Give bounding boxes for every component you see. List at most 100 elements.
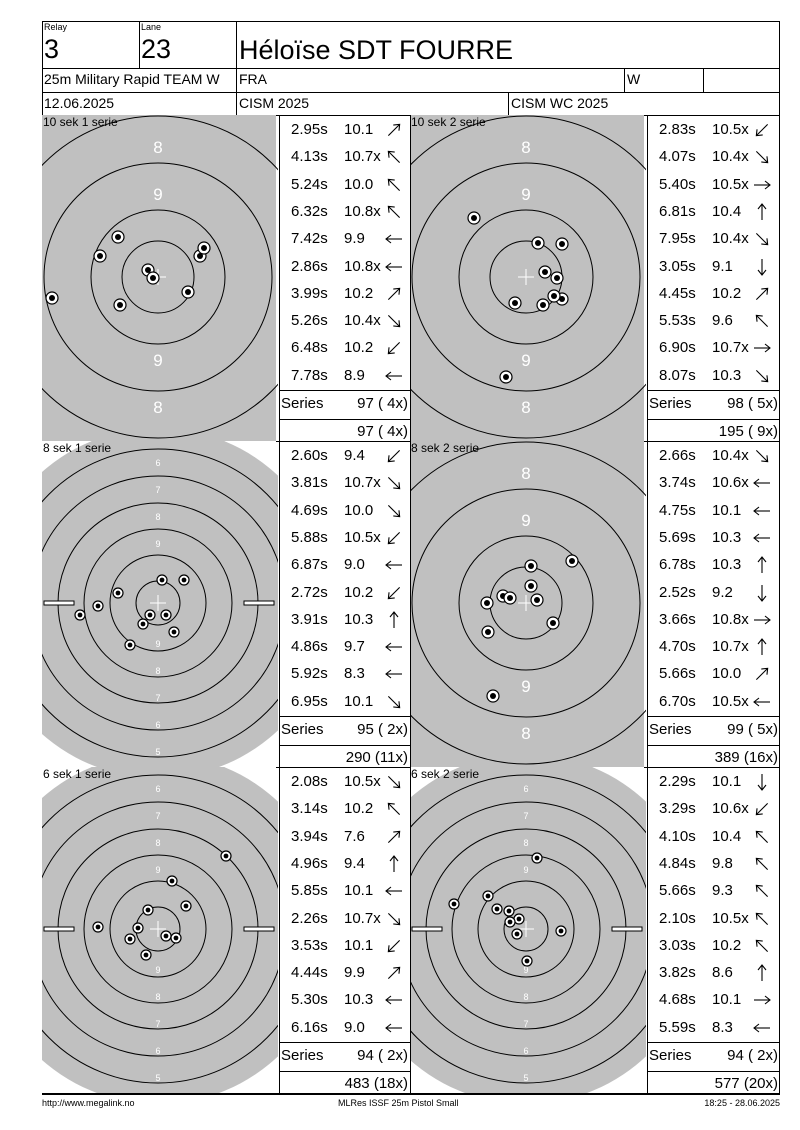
direction-arrow-icon xyxy=(385,371,402,381)
shot-time: 4.86s xyxy=(291,638,328,656)
direction-arrow-icon xyxy=(753,506,770,516)
ring-number: 6 xyxy=(155,458,160,468)
shot-score: 10.3 xyxy=(712,556,742,574)
ring-number: 9 xyxy=(155,965,160,975)
direction-arrow-icon xyxy=(385,886,402,896)
shot-time: 5.26s xyxy=(291,312,328,330)
direction-arrow-icon xyxy=(387,151,401,164)
lane-label: Lane xyxy=(141,22,162,32)
shot-time: 7.95s xyxy=(659,230,696,248)
direction-arrow-icon xyxy=(753,533,770,543)
shot-row: 5.30s 10.3 xyxy=(279,986,410,1013)
shot-time: 5.53s xyxy=(659,312,696,330)
series-title: 10 sek 2 serie xyxy=(411,115,486,129)
direction-arrow-icon xyxy=(755,857,769,870)
target-ring xyxy=(410,801,646,1057)
shot-row: 2.86s 10.8x xyxy=(279,253,410,280)
shot-row: 6.87s 9.0 xyxy=(279,551,410,578)
shot-time: 3.94s xyxy=(291,827,328,845)
target-ring xyxy=(90,209,226,345)
date: 12.06.2025 xyxy=(44,95,115,111)
shot-time: 2.08s xyxy=(291,773,328,790)
direction-arrow-icon xyxy=(757,203,767,220)
shot-hole-center xyxy=(97,253,103,259)
series-label: Series xyxy=(649,1047,692,1064)
shot-time: 6.90s xyxy=(659,339,696,357)
series-label: Series xyxy=(281,395,324,412)
target-6: 5 6 7 8 9 9 8 7 6 5 xyxy=(410,767,646,1093)
shot-score: 10.2 xyxy=(344,284,374,302)
direction-arrow-icon xyxy=(757,584,767,602)
shot-score: 10.4x xyxy=(344,312,381,330)
direction-arrow-icon xyxy=(757,258,767,276)
shot-row: 3.03s 10.2 xyxy=(647,932,780,959)
shot-row: 3.91s 10.3 xyxy=(279,606,410,633)
target-card xyxy=(410,441,644,767)
shot-row: 4.96s 9.4 xyxy=(279,850,410,877)
shot-row: 4.68s 10.1 xyxy=(647,986,780,1013)
ring-number: 9 xyxy=(153,185,162,204)
shot-time: 6.95s xyxy=(291,692,328,710)
shot-row: 3.74s 10.6x xyxy=(647,469,780,496)
shot-row: 3.82s 8.6 xyxy=(647,959,780,986)
shot-row: 2.95s 10.1 xyxy=(279,116,410,143)
running-total: 290 (11x) xyxy=(345,749,408,766)
direction-arrow-icon xyxy=(385,669,402,679)
shot-time: 6.32s xyxy=(291,202,328,220)
ring-number: 9 xyxy=(155,865,160,875)
footer-url[interactable]: http://www.megalink.no xyxy=(42,1098,135,1108)
direction-arrow-icon xyxy=(387,449,401,463)
shot-score: 10.4 xyxy=(712,827,742,845)
shot-score: 10.5x xyxy=(712,692,749,710)
series-title: 6 sek 1 serie xyxy=(43,767,112,781)
shot-row: 5.53s 9.6 xyxy=(647,307,780,334)
target-2: 8 9 9 8 xyxy=(410,115,646,441)
ring-number: 6 xyxy=(523,784,528,794)
shot-row: 5.88s 10.5x xyxy=(279,524,410,551)
relay-value: 3 xyxy=(44,34,60,64)
shot-hole-center xyxy=(95,924,101,930)
ring-number: 9 xyxy=(155,639,160,649)
shot-time: 5.59s xyxy=(659,1018,696,1036)
direction-arrow-icon xyxy=(755,830,769,843)
shot-score: 9.4 xyxy=(344,854,365,872)
shot-time: 5.85s xyxy=(291,882,328,900)
direction-arrow-icon xyxy=(385,560,402,570)
shot-score: 10.1 xyxy=(344,882,374,900)
target-ring xyxy=(42,774,278,1084)
direction-arrow-icon xyxy=(385,995,402,1005)
shot-time: 4.45s xyxy=(659,284,696,302)
shot-time: 5.66s xyxy=(659,665,696,683)
shot-score: 10.5x xyxy=(344,773,381,790)
direction-arrow-icon xyxy=(387,315,401,328)
shot-score: 8.3 xyxy=(712,1018,733,1036)
shot-score: 10.8x xyxy=(344,257,381,275)
lane-value: 23 xyxy=(141,34,172,64)
shot-hole-center xyxy=(485,893,491,899)
shot-score: 10.7x xyxy=(712,339,749,357)
shot-score: 8.3 xyxy=(344,665,365,683)
series-label: Series xyxy=(281,721,324,738)
ring-number: 5 xyxy=(155,1073,160,1083)
shot-time: 6.16s xyxy=(291,1018,328,1036)
shot-row: 2.08s 10.5x xyxy=(279,768,410,795)
shot-time: 2.52s xyxy=(659,583,696,601)
shot-row: 5.85s 10.1 xyxy=(279,877,410,904)
ring-number: 8 xyxy=(521,398,530,417)
shot-score: 10.3 xyxy=(712,528,742,546)
target-ring xyxy=(83,854,233,1004)
direction-arrow-icon xyxy=(755,803,769,816)
ring-number: 8 xyxy=(155,992,160,1002)
shot-score: 9.6 xyxy=(712,312,733,330)
shot-score: 10.8x xyxy=(712,610,749,628)
shot-hole-center xyxy=(558,928,564,934)
direction-arrow-icon xyxy=(387,775,401,789)
shot-time: 5.88s xyxy=(291,528,328,546)
target-card xyxy=(410,115,644,441)
shot-row: 6.95s 10.1 xyxy=(279,688,410,715)
ring-number: 9 xyxy=(155,539,160,549)
shot-row: 7.42s 9.9 xyxy=(279,225,410,252)
shot-row: 6.78s 10.3 xyxy=(647,551,780,578)
shot-row: 5.66s 9.3 xyxy=(647,877,780,904)
direction-arrow-icon xyxy=(754,180,771,190)
